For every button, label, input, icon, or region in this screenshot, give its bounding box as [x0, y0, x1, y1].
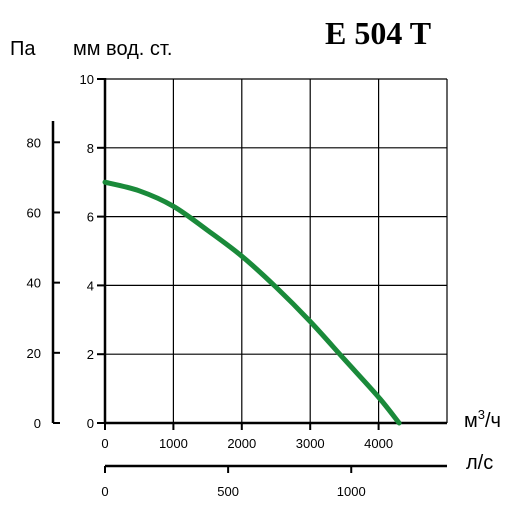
tick-labels: 0 2 4 6 8 10 0 20 40 60 80 0 1000 2000 3000 4000 0 500 100…	[27, 72, 394, 499]
x-tick-label: 0	[101, 436, 108, 451]
x-tick-label: 3000	[296, 436, 325, 451]
x2-tick-label: 500	[217, 484, 239, 499]
series-group	[102, 179, 402, 426]
x-unit-suffix: /ч	[485, 410, 501, 432]
x-unit-superscript: 3	[478, 407, 485, 422]
mm-unit-label: мм вод. ст.	[73, 38, 172, 60]
y-pa-tick-label: 20	[27, 346, 41, 361]
x2-unit-label: л/с	[466, 452, 493, 474]
grid	[105, 78, 448, 423]
y-mm-tick-label: 2	[87, 347, 94, 362]
y-pa-tick-label: 60	[27, 205, 41, 220]
y-mm-tick-label: 10	[80, 72, 94, 87]
x2-tick-label: 0	[101, 484, 108, 499]
x-tick-label: 1000	[159, 436, 188, 451]
pa-unit-label: Па	[10, 38, 36, 60]
performance-curve	[102, 179, 402, 426]
x-tick-label: 4000	[364, 436, 393, 451]
y-mm-tick-label: 0	[87, 416, 94, 431]
y-pa-tick-label: 80	[27, 135, 41, 150]
y-mm-tick-label: 4	[87, 278, 94, 293]
chart-title: E 504 T	[325, 15, 431, 51]
y-pa-tick-label: 40	[27, 276, 41, 291]
x-tick-label: 2000	[227, 436, 256, 451]
axes	[51, 78, 447, 473]
y-mm-tick-label: 6	[87, 210, 94, 225]
x2-tick-label: 1000	[337, 484, 366, 499]
y-mm-tick-label: 8	[87, 141, 94, 156]
y-pa-tick-label: 0	[34, 416, 41, 431]
x-unit-label: м3/ч	[464, 407, 501, 432]
